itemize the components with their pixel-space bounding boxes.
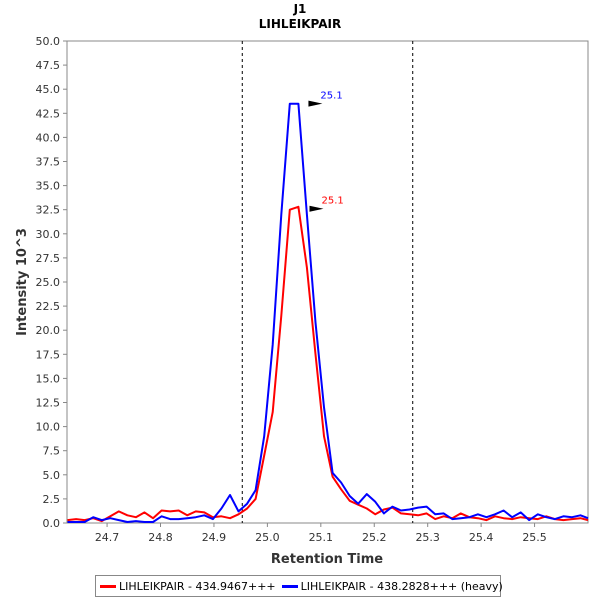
y-tick-label: 47.5 — [36, 59, 61, 72]
chart-subtitle: LIHLEIKPAIR — [259, 17, 341, 31]
y-axis: 0.0 2.5 5.0 7.5 10.0 12.5 15.0 17.5 20.0 22.5 25.0… — [36, 35, 67, 530]
x-tick-label: 24.8 — [148, 531, 173, 544]
y-tick-label: 0.0 — [43, 517, 61, 530]
chromatogram-chart: J1 LIHLEIKPAIR 0.0 2.5 5.0 7.5 10.0 12.5 15.0 1… — [15, 2, 589, 567]
legend-label-light: LIHLEIKPAIR - 434.9467+++ — [119, 579, 276, 593]
y-tick-label: 22.5 — [36, 300, 61, 313]
y-tick-label: 5.0 — [43, 469, 61, 482]
y-tick-label: 30.0 — [36, 228, 61, 241]
series-lines — [67, 102, 589, 523]
integration-boundaries — [241, 41, 414, 523]
legend-swatch-red — [100, 584, 116, 588]
y-tick-label: 37.5 — [36, 156, 61, 169]
peak-arrow — [309, 205, 324, 212]
x-tick-label: 25.0 — [255, 531, 280, 544]
y-tick-label: 40.0 — [36, 131, 61, 144]
y-tick-label: 25.0 — [36, 276, 61, 289]
y-tick-label: 12.5 — [36, 397, 61, 410]
y-tick-label: 45.0 — [36, 83, 61, 96]
y-tick-label: 27.5 — [36, 252, 61, 265]
peak-label-heavy: 25.1 — [320, 91, 342, 102]
y-tick-label: 35.0 — [36, 180, 61, 193]
y-tick-label: 17.5 — [36, 348, 61, 361]
chart-title: J1 — [293, 2, 307, 16]
y-tick-label: 15.0 — [36, 372, 61, 385]
x-tick-label: 25.2 — [362, 531, 387, 544]
y-tick-label: 10.0 — [36, 421, 61, 434]
x-tick-label: 25.4 — [469, 531, 494, 544]
peak-arrow — [308, 100, 323, 107]
peak-markers: 25.1 25.1 — [308, 91, 344, 212]
legend-entry-light: LIHLEIKPAIR - 434.9467+++ — [100, 580, 276, 593]
legend-label-heavy: LIHLEIKPAIR - 438.2828+++ (heavy) — [300, 579, 503, 593]
x-tick-label: 24.7 — [95, 531, 120, 544]
x-axis-label: Retention Time — [271, 552, 383, 567]
y-tick-label: 2.5 — [43, 493, 61, 506]
y-tick-label: 42.5 — [36, 107, 61, 120]
y-tick-label: 7.5 — [43, 445, 61, 458]
legend: LIHLEIKPAIR - 434.9467+++ LIHLEIKPAIR - … — [95, 575, 503, 597]
x-tick-label: 25.1 — [309, 531, 334, 544]
y-tick-label: 50.0 — [36, 35, 61, 48]
legend-swatch-blue — [281, 584, 298, 588]
plot-area — [66, 40, 589, 524]
legend-entry-heavy: LIHLEIKPAIR - 438.2828+++ (heavy) — [281, 579, 503, 593]
series-line-heavy — [67, 102, 589, 523]
peak-label-light: 25.1 — [321, 196, 343, 207]
series-line-light — [67, 205, 589, 523]
x-axis: 24.7 24.8 24.9 25.0 25.1 25.2 25.3 25.4 25.5 — [95, 523, 547, 544]
x-tick-label: 25.3 — [415, 531, 440, 544]
x-tick-label: 25.5 — [522, 531, 547, 544]
y-tick-label: 32.5 — [36, 204, 61, 217]
x-tick-label: 24.9 — [202, 531, 227, 544]
y-axis-label: Intensity 10^3 — [15, 228, 30, 336]
y-tick-label: 20.0 — [36, 324, 61, 337]
